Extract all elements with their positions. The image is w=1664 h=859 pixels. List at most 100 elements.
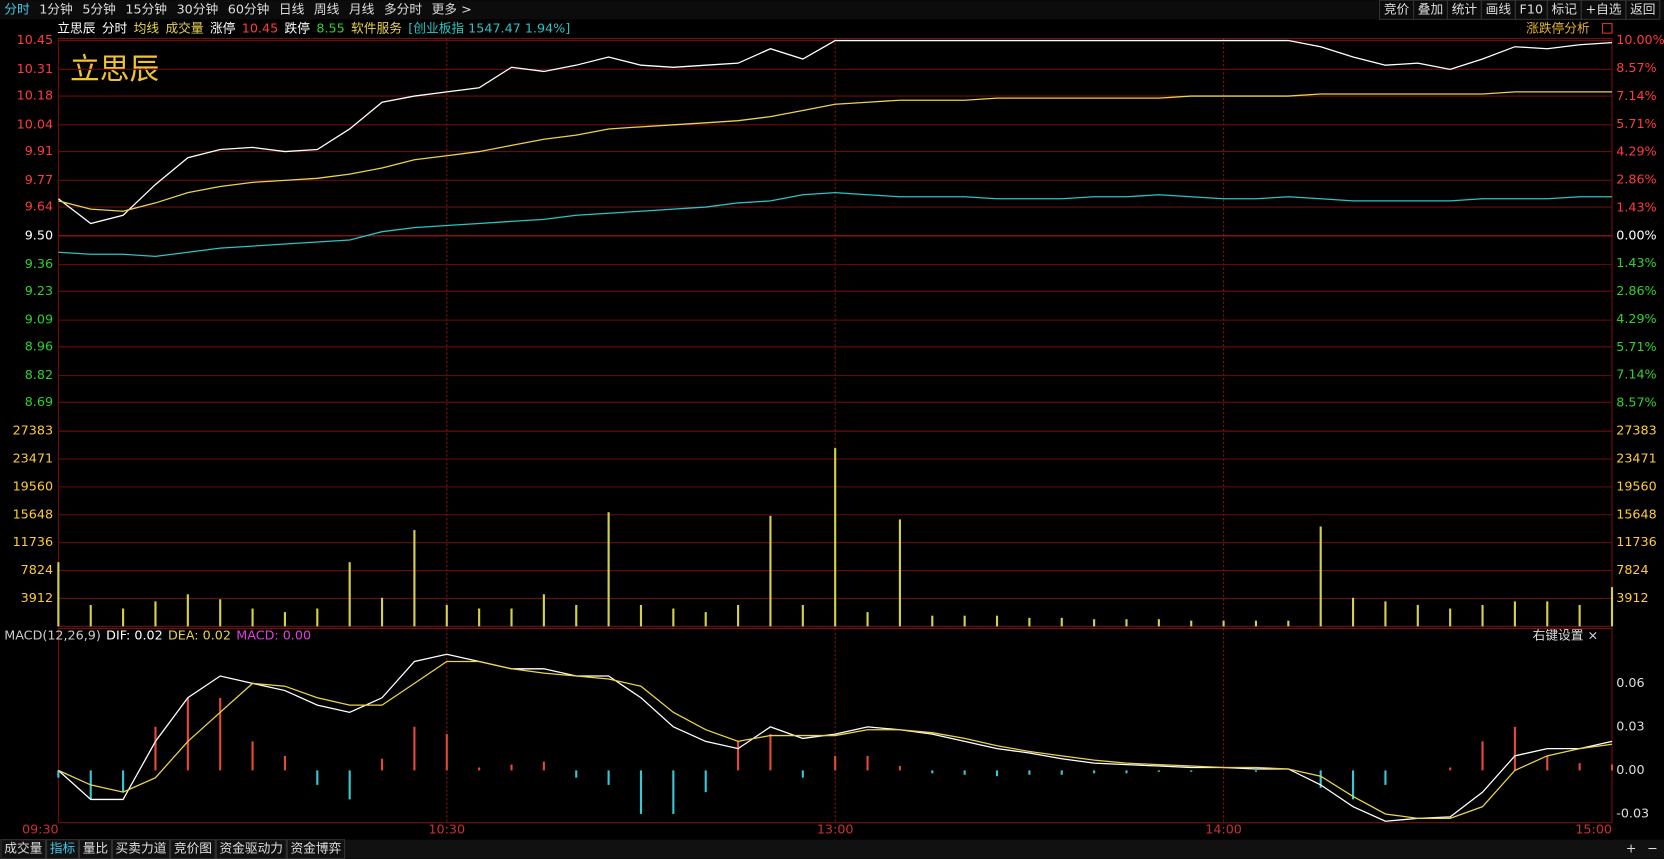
- info-item: 成交量: [165, 20, 203, 36]
- volume-bar: [1546, 601, 1549, 627]
- toolbar-button[interactable]: 画线: [1486, 2, 1512, 17]
- y2-tick-label: 4.29%: [1616, 312, 1656, 327]
- close-box[interactable]: [1601, 23, 1613, 34]
- tab[interactable]: 60分钟: [228, 1, 270, 17]
- volume-bar: [575, 604, 578, 627]
- y-tick-label: 11736: [13, 535, 53, 550]
- volume-bar: [478, 608, 481, 627]
- volume-bar: [1384, 601, 1387, 627]
- zoom-button[interactable]: −: [1647, 842, 1658, 857]
- volume-bar: [1481, 604, 1484, 627]
- y2-tick-label: 1.43%: [1616, 256, 1656, 271]
- volume-bar: [1157, 619, 1160, 627]
- toolbar-button[interactable]: F10: [1520, 2, 1544, 17]
- tab[interactable]: 月线: [349, 2, 375, 17]
- volume-bar: [122, 608, 125, 627]
- bottom-tab[interactable]: 资金博弈: [290, 841, 341, 857]
- y2-tick-label: 7.14%: [1616, 89, 1656, 104]
- volume-bar: [1416, 604, 1419, 627]
- volume-bar: [380, 597, 384, 627]
- bottom-bar: [0, 839, 1664, 859]
- macd-legend: DEA: 0.02: [168, 628, 231, 643]
- time-label: 14:00: [1205, 823, 1242, 838]
- y-tick-label: 27383: [13, 424, 53, 439]
- volume-bar: [348, 562, 351, 627]
- y2-tick-label: 2.86%: [1616, 284, 1656, 299]
- volume-bar: [89, 604, 92, 627]
- tab[interactable]: 多分时: [384, 2, 422, 17]
- volume-bar: [672, 608, 675, 627]
- tab[interactable]: 30分钟: [177, 1, 219, 17]
- y-tick-label: 7824: [1616, 563, 1648, 578]
- analysis-link[interactable]: 涨跌停分析: [1526, 20, 1590, 36]
- time-label: 13:00: [817, 823, 854, 838]
- toolbar: [0, 0, 1664, 20]
- zoom-button[interactable]: +: [1626, 842, 1637, 857]
- toolbar-button[interactable]: 竞价: [1384, 1, 1410, 17]
- volume-bar: [639, 604, 643, 627]
- y-tick-label: 10.04: [17, 117, 53, 132]
- bottom-tab[interactable]: 竞价图: [174, 841, 212, 857]
- tab[interactable]: 更多 >: [432, 2, 472, 17]
- tab[interactable]: 分时: [4, 2, 30, 17]
- volume-bar: [1093, 619, 1096, 627]
- macd-legend: DIF: 0.02: [106, 628, 163, 643]
- y-tick-label: 10.45: [17, 33, 53, 48]
- info-item: 涨停: [210, 20, 236, 36]
- y-tick-label: 19560: [1616, 479, 1656, 494]
- y-tick-label: 11736: [1616, 535, 1656, 550]
- y-tick-label: 15648: [1616, 507, 1656, 522]
- y2-tick-label: 10.00%: [1616, 33, 1664, 48]
- tab[interactable]: 5分钟: [82, 1, 116, 17]
- volume-bar: [1287, 620, 1290, 627]
- info-item: 8.55: [316, 21, 344, 36]
- y-tick-label: 9.91: [25, 144, 53, 159]
- bottom-tab[interactable]: 指标: [50, 842, 76, 857]
- volume-bar: [737, 604, 740, 627]
- volume-bar: [866, 612, 869, 627]
- volume-bar: [1060, 617, 1063, 627]
- y-tick-label: 0.00: [1616, 763, 1644, 778]
- volume-bar: [251, 608, 254, 627]
- volume-bar: [219, 599, 222, 627]
- volume-bar: [834, 448, 837, 627]
- y2-tick-label: 7.14%: [1616, 368, 1656, 383]
- toolbar-button[interactable]: 标记: [1552, 2, 1578, 17]
- price-line: [57, 39, 1613, 225]
- bottom-tab[interactable]: 成交量: [4, 841, 42, 857]
- toolbar-button[interactable]: 叠加: [1418, 2, 1443, 17]
- price-line: [58, 91, 1612, 212]
- volume-bar: [1578, 604, 1581, 627]
- time-label: 10:30: [428, 823, 465, 838]
- y-tick-label: 9.23: [25, 284, 53, 299]
- volume-bar: [445, 604, 448, 627]
- info-item: 软件服务: [351, 20, 402, 36]
- y-tick-label: 3912: [21, 591, 53, 606]
- tab[interactable]: 15分钟: [125, 1, 167, 17]
- y-tick-label: 10.31: [17, 62, 53, 77]
- y-tick-label: 15648: [13, 507, 53, 522]
- y-tick-label: 0.06: [1616, 676, 1644, 691]
- toolbar-button[interactable]: 统计: [1452, 2, 1478, 17]
- bottom-tab[interactable]: 买卖力道: [116, 842, 167, 857]
- tab[interactable]: 1分钟: [39, 1, 73, 17]
- toolbar-button[interactable]: +自选: [1585, 2, 1621, 17]
- volume-bar: [1449, 608, 1452, 627]
- info-item: 跌停: [285, 20, 311, 36]
- bottom-tab[interactable]: 资金驱动力: [219, 841, 283, 857]
- volume-bar: [769, 515, 772, 627]
- tab[interactable]: 周线: [314, 2, 340, 17]
- volume-bar: [1319, 526, 1322, 627]
- macd-settings[interactable]: 右键设置 ×: [1533, 628, 1599, 643]
- y2-tick-label: 4.29%: [1616, 145, 1656, 160]
- volume-bar: [801, 604, 804, 627]
- volume-bar: [1190, 620, 1193, 627]
- tab[interactable]: 日线: [279, 2, 305, 17]
- toolbar-button[interactable]: 返回: [1630, 2, 1655, 17]
- y-tick-label: 9.64: [25, 200, 53, 215]
- y2-tick-label: 1.43%: [1616, 200, 1656, 215]
- bottom-tab[interactable]: 量比: [83, 842, 108, 857]
- macd-line: [58, 660, 1613, 819]
- info-item: 10.45: [242, 21, 278, 36]
